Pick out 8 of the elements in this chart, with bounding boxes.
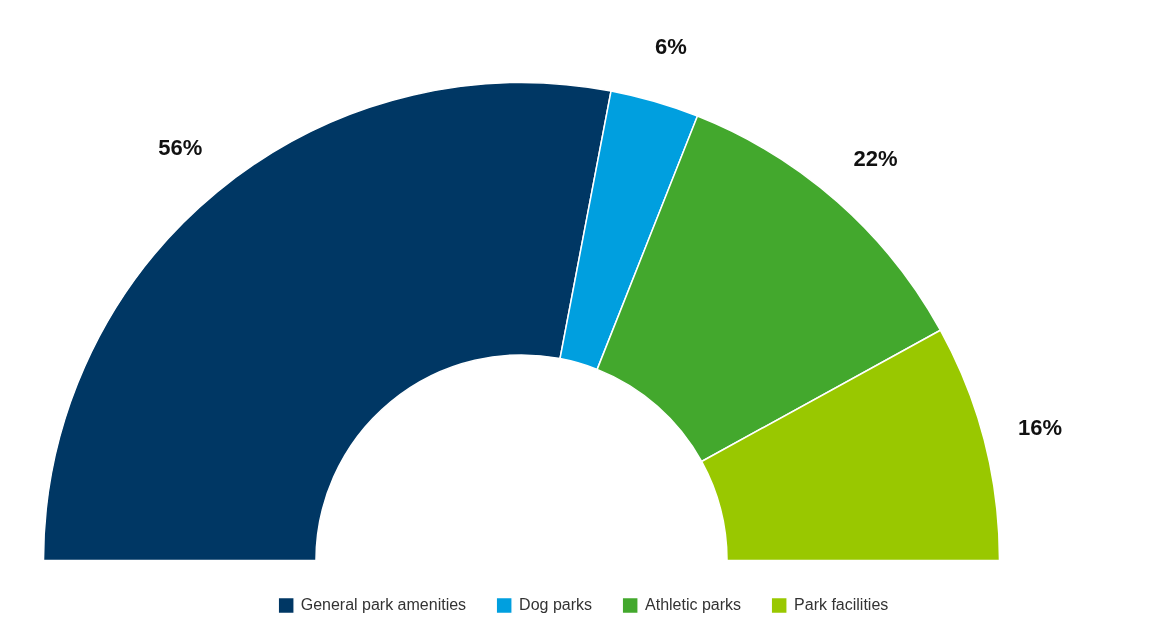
legend-label: Dog parks bbox=[519, 596, 593, 614]
legend-label: Athletic parks bbox=[645, 596, 742, 614]
data-label: 6% bbox=[654, 33, 687, 59]
legend-label: Park facilities bbox=[794, 596, 889, 614]
data-label: 16% bbox=[1018, 414, 1063, 440]
legend-label: General park amenities bbox=[300, 596, 467, 614]
data-label: 22% bbox=[853, 146, 898, 172]
data-label: 56% bbox=[158, 135, 203, 161]
